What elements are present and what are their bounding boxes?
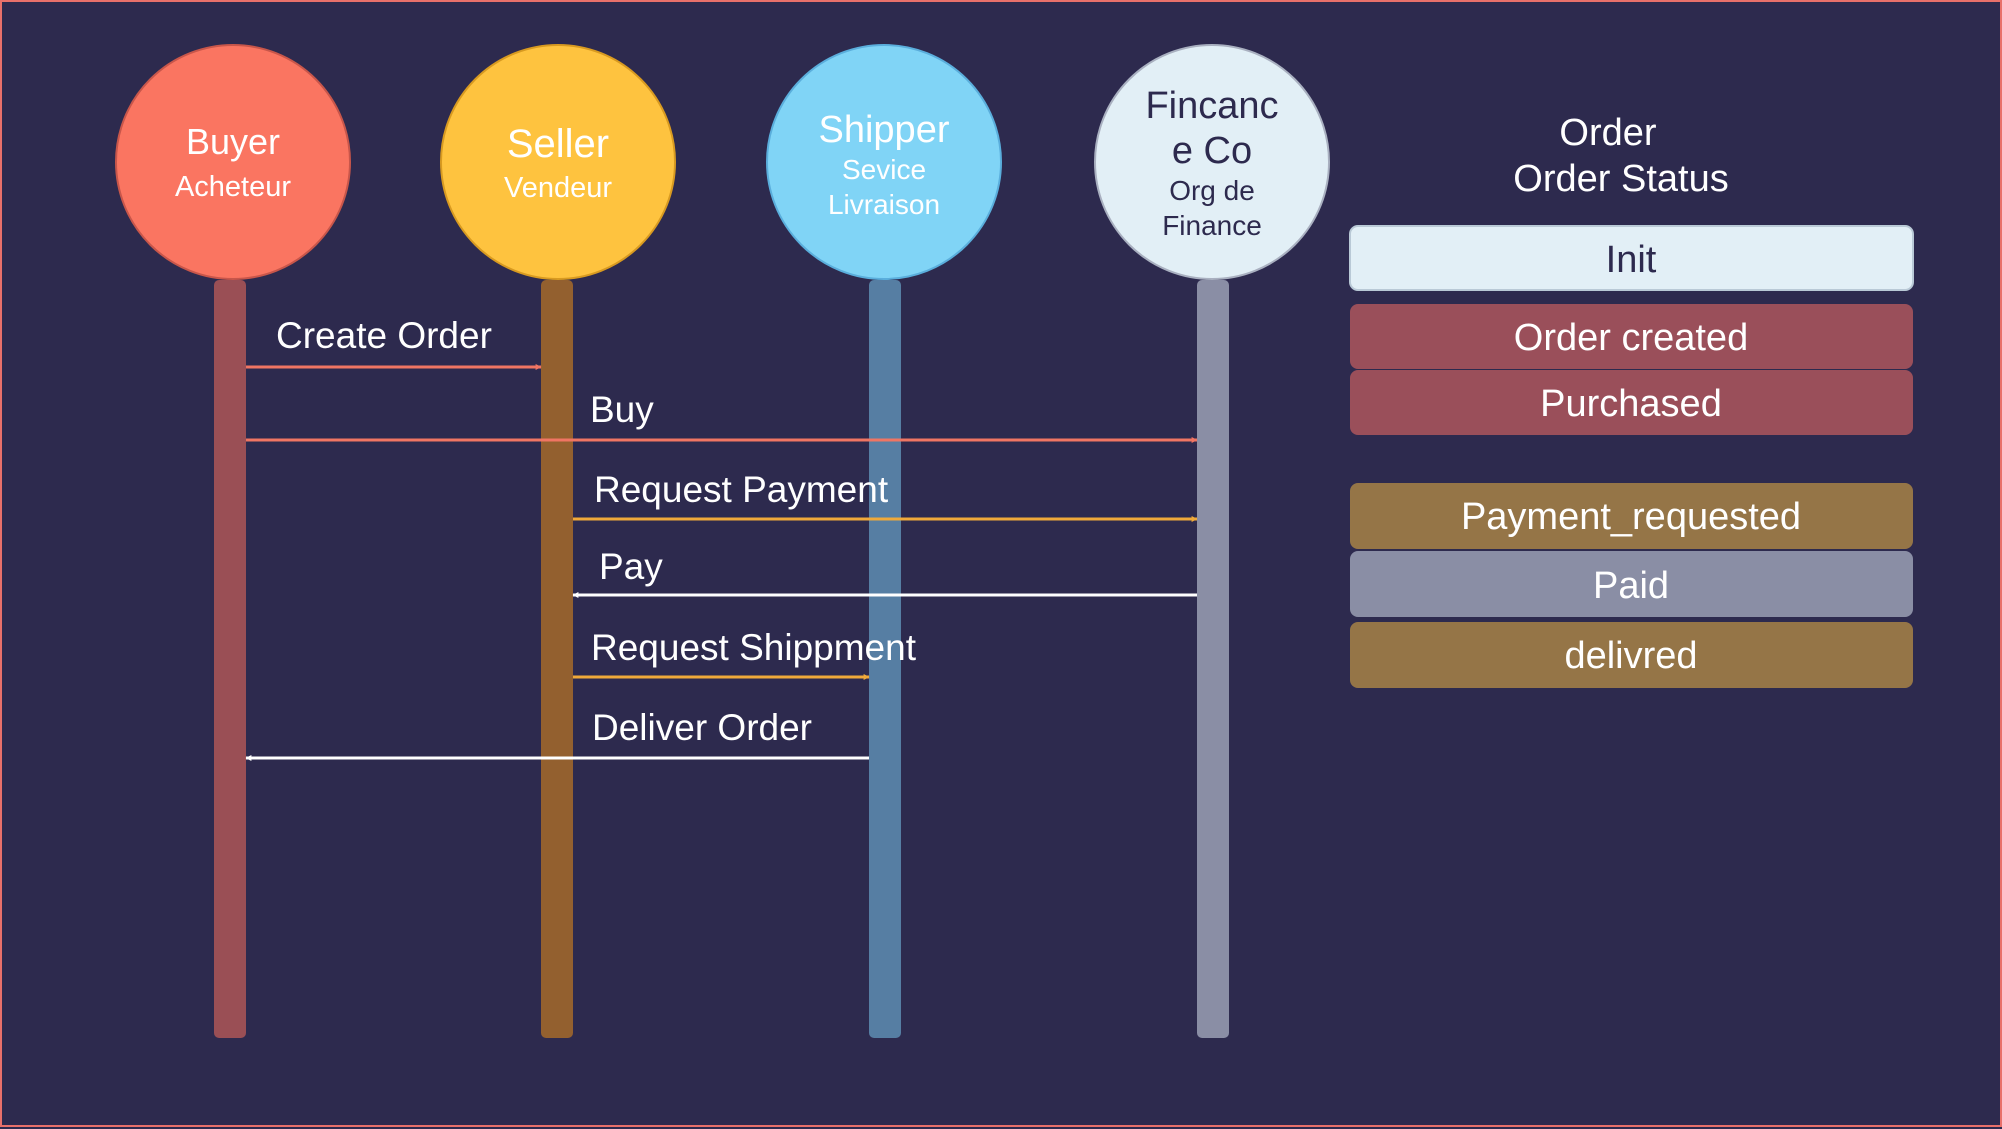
message-request-payment-label: Request Payment bbox=[594, 469, 889, 510]
actor-finance-circle bbox=[1094, 44, 1330, 280]
message-request-payment[interactable]: Request Payment bbox=[573, 469, 1198, 522]
actors: Buyer Acheteur Seller Vendeur Shipper Se… bbox=[115, 44, 1330, 280]
status-init[interactable]: Init bbox=[1349, 225, 1914, 291]
status-paid-box bbox=[1350, 551, 1913, 617]
message-buy-label: Buy bbox=[590, 389, 654, 430]
status-order-created-box bbox=[1350, 304, 1913, 369]
lifeline-shipper bbox=[869, 280, 901, 1038]
actor-seller[interactable]: Seller Vendeur bbox=[440, 44, 676, 280]
status-payment-requested[interactable]: Payment_requested bbox=[1350, 483, 1913, 549]
status-payment-requested-label: Payment_requested bbox=[1461, 496, 1801, 538]
status-init-box bbox=[1349, 225, 1914, 291]
order-status-legend: Order Order Status Init Order created Pu… bbox=[1349, 112, 1914, 688]
message-pay-label: Pay bbox=[599, 546, 663, 587]
status-payment-requested-box bbox=[1350, 483, 1913, 549]
message-buy[interactable]: Buy bbox=[246, 389, 1198, 443]
status-purchased[interactable]: Purchased bbox=[1350, 370, 1913, 435]
lifeline-buyer bbox=[214, 280, 246, 1038]
actor-seller-subtitle: Vendeur bbox=[504, 172, 612, 204]
message-create-order[interactable]: Create Order bbox=[246, 315, 542, 370]
lifeline-finance bbox=[1197, 280, 1229, 1038]
status-delivred-label: delivred bbox=[1564, 635, 1697, 677]
actor-finance-name-line2: e Co bbox=[1172, 130, 1252, 172]
message-request-shippment-label: Request Shippment bbox=[591, 627, 917, 668]
status-purchased-box bbox=[1350, 370, 1913, 435]
status-paid[interactable]: Paid bbox=[1350, 551, 1913, 617]
message-request-shippment[interactable]: Request Shippment bbox=[573, 627, 917, 680]
actor-finance-subtitle-line2: Finance bbox=[1162, 210, 1262, 241]
messages: Create Order Buy Request Payment Pay Req… bbox=[245, 315, 1198, 761]
actor-shipper-subtitle-line1: Sevice bbox=[842, 154, 926, 185]
status-order-created[interactable]: Order created bbox=[1350, 304, 1913, 369]
actor-buyer[interactable]: Buyer Acheteur bbox=[115, 44, 351, 280]
actor-shipper-circle bbox=[766, 44, 1002, 280]
status-delivred-box bbox=[1350, 622, 1913, 688]
actor-buyer-circle bbox=[115, 44, 351, 280]
status-purchased-label: Purchased bbox=[1540, 383, 1722, 425]
legend-subtitle: Order Status bbox=[1513, 158, 1728, 200]
actor-seller-name: Seller bbox=[507, 122, 609, 166]
actor-shipper[interactable]: Shipper Sevice Livraison Sevice Livraiso… bbox=[766, 44, 1002, 280]
actor-finance-subtitle-line1: Org de bbox=[1169, 175, 1255, 206]
message-pay[interactable]: Pay bbox=[572, 546, 1197, 598]
status-order-created-label: Order created bbox=[1514, 317, 1748, 359]
actor-seller-circle bbox=[440, 44, 676, 280]
message-deliver-order-label: Deliver Order bbox=[592, 707, 812, 748]
actor-buyer-subtitle: Acheteur bbox=[175, 171, 291, 203]
status-init-label: Init bbox=[1606, 239, 1657, 281]
actor-shipper-name: Shipper bbox=[819, 109, 950, 151]
actor-buyer-name: Buyer bbox=[186, 121, 280, 162]
actor-finance-name-line1: Fincanc bbox=[1145, 85, 1278, 127]
message-deliver-order[interactable]: Deliver Order bbox=[245, 707, 869, 761]
message-create-order-label: Create Order bbox=[276, 315, 492, 356]
lifeline-seller bbox=[541, 280, 573, 1038]
status-delivred[interactable]: delivred bbox=[1350, 622, 1913, 688]
actor-shipper-subtitle-line2: Livraison bbox=[828, 189, 940, 220]
status-paid-label: Paid bbox=[1593, 565, 1669, 607]
lifelines bbox=[214, 280, 1229, 1038]
legend-title: Order bbox=[1559, 112, 1656, 154]
